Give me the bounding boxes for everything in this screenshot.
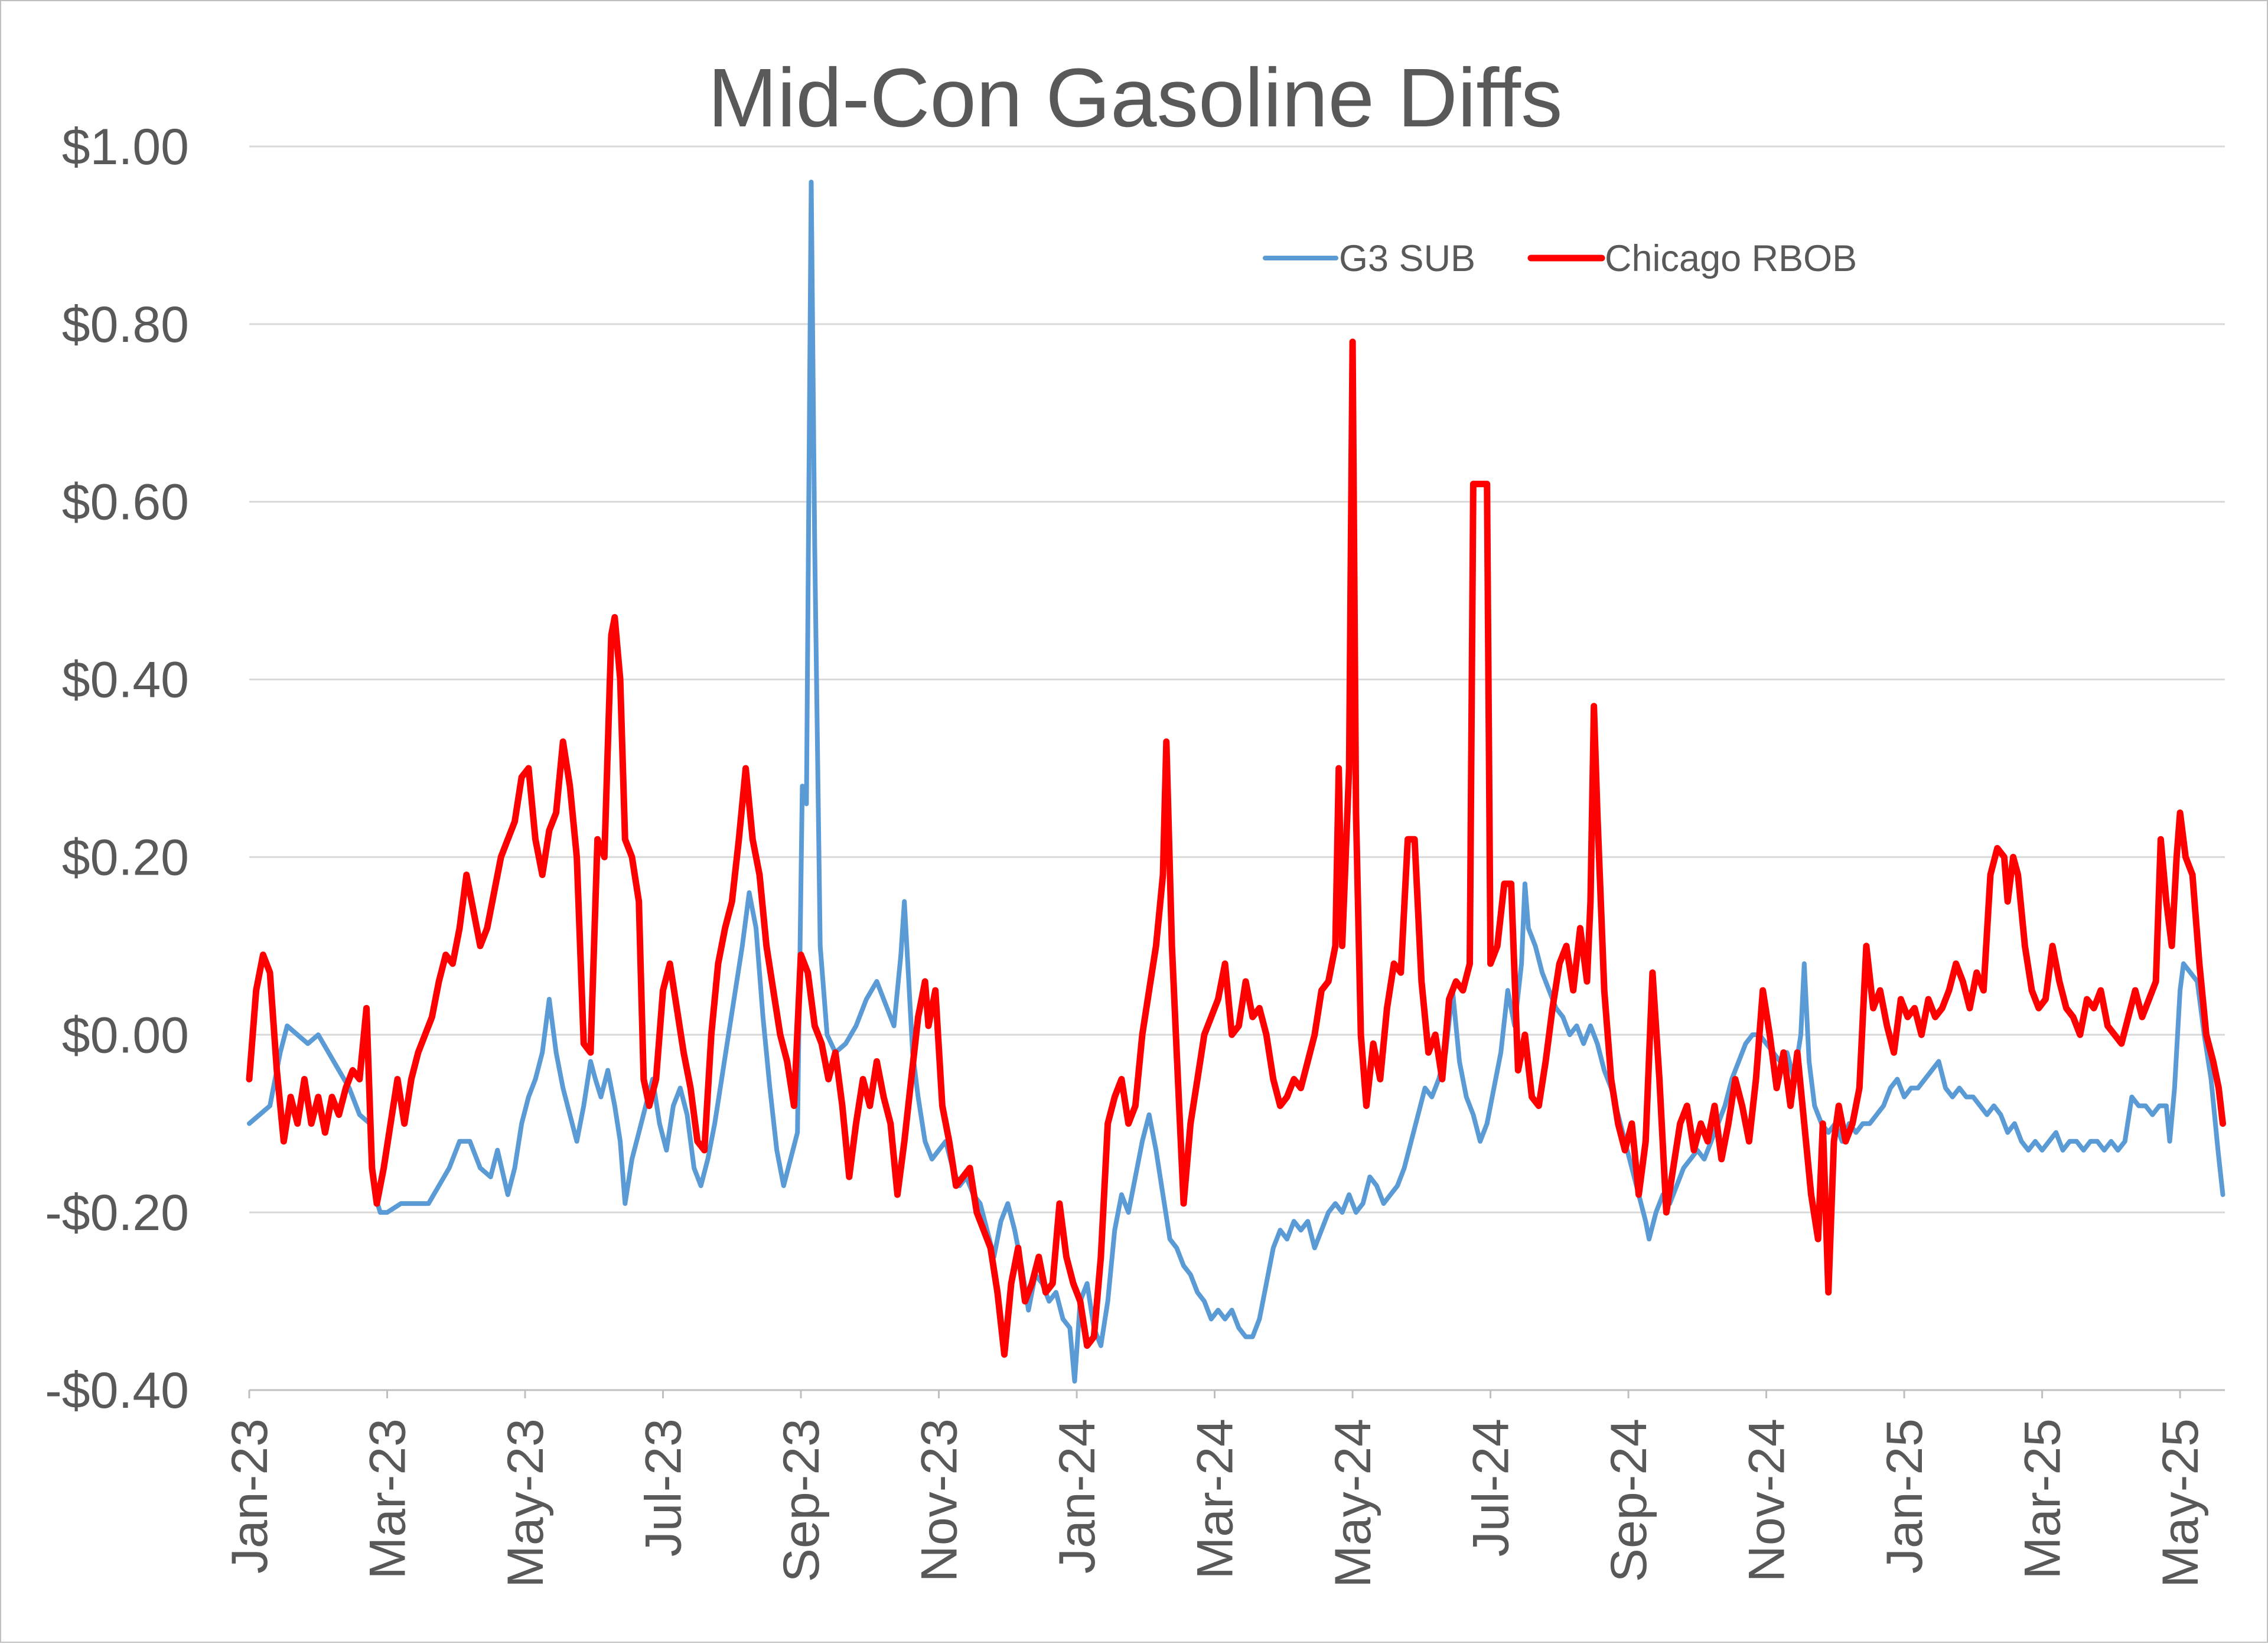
y-tick-label: -$0.20 [45,1185,189,1241]
y-tick-label: $0.20 [62,829,189,886]
x-tick-label: Jan-23 [221,1418,278,1574]
x-tick-label: May-24 [1325,1418,1381,1588]
series-line-g3-sub [247,180,2225,1384]
x-tick-label: Sep-24 [1601,1418,1657,1582]
x-tick-label: May-23 [497,1418,554,1588]
y-tick-label: $0.60 [62,474,189,531]
gridlines [248,145,2225,1398]
x-tick-label: Jul-23 [636,1418,692,1557]
legend-label: Chicago RBOB [1605,238,1857,279]
x-tick-label: Nov-23 [911,1418,968,1582]
y-tick-label: -$0.40 [45,1362,189,1419]
x-tick-label: Mar-25 [2015,1418,2071,1579]
series-lines [246,180,2226,1384]
y-tick-label: $1.00 [62,119,189,175]
x-tick-label: May-25 [2152,1418,2209,1588]
x-tick-label: Jan-25 [1876,1418,1933,1574]
x-tick-label: Sep-23 [773,1418,830,1582]
x-tick-label: Mar-23 [360,1418,416,1579]
y-tick-label: $0.80 [62,296,189,353]
x-tick-label: Mar-24 [1187,1418,1244,1579]
legend-label: G3 SUB [1339,238,1475,279]
x-tick-label: Jan-24 [1049,1418,1106,1574]
chart-title: Mid-Con Gasoline Diffs [708,51,1562,144]
y-axis-tick-labels: $1.00 $0.80 $0.60 $0.40 $0.20 $0.00 -$0.20 -$0.… [45,119,189,1419]
legend: G3 SUB Chicago RBOB [1263,238,1857,279]
y-tick-label: $0.40 [62,652,189,709]
x-tick-label: Jul-24 [1463,1418,1520,1557]
series-line-chicago-rbob [246,338,2226,1358]
x-tick-label: Nov-24 [1739,1418,1795,1582]
y-tick-label: $0.00 [62,1007,189,1064]
x-axis-tick-labels: Jan-23 Mar-23 May-23 Jul-23 Sep-23 Nov-23 Jan-… [221,1418,2209,1588]
